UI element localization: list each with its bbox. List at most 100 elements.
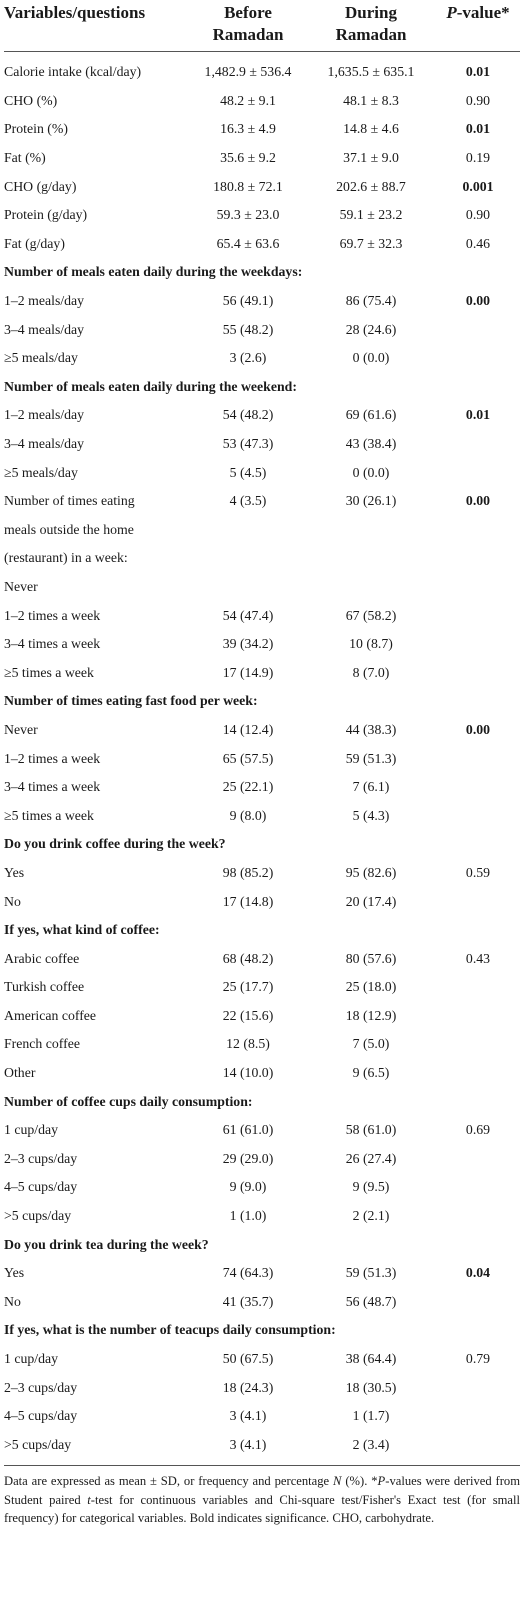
footnote-p-italic: P: [377, 1474, 386, 1489]
header-p-value: P-value*: [436, 0, 520, 52]
value-before-ramadan: [190, 573, 306, 602]
section-title: Number of meals eaten daily during the w…: [4, 264, 303, 280]
row-label: ≥5 meals/day: [4, 464, 78, 480]
footnote-part4: -test for continuous variables and Chi-s…: [4, 1492, 520, 1526]
row-label: 3–4 times a week: [4, 779, 101, 795]
table-row: 1 cup/day 50 (67.5) 38 (64.4) 0.79: [4, 1345, 520, 1374]
table-row: 1–2 meals/day 56 (49.1) 86 (75.4) 0.00: [4, 287, 520, 316]
table-row: Protein (%) 16.3 ± 4.9 14.8 ± 4.6 0.01: [4, 115, 520, 144]
value-before-ramadan: [190, 516, 306, 545]
value-during-ramadan: 0 (0.0): [352, 350, 390, 366]
row-label: Fat (g/day): [4, 235, 65, 251]
value-before-ramadan: 4 (3.5): [229, 493, 267, 509]
value-before-ramadan: 18 (24.3): [222, 1379, 274, 1395]
section-title: Do you drink coffee during the week?: [4, 836, 226, 852]
value-before-ramadan: 68 (48.2): [222, 950, 274, 966]
table-row: Never 14 (12.4) 44 (38.3) 0.00: [4, 716, 520, 745]
value-before-ramadan: 3 (4.1): [229, 1436, 267, 1452]
header-during-ramadan: During Ramadan: [306, 0, 436, 52]
p-value: [436, 773, 520, 802]
p-value: [436, 315, 520, 344]
value-during-ramadan: 58 (61.0): [345, 1122, 397, 1138]
value-during-ramadan: 37.1 ± 9.0: [343, 150, 399, 166]
table-row: 4–5 cups/day 9 (9.0) 9 (9.5): [4, 1173, 520, 1202]
value-during-ramadan: 59 (51.3): [345, 750, 397, 766]
value-before-ramadan: 39 (34.2): [222, 636, 274, 652]
value-during-ramadan: 18 (30.5): [345, 1379, 397, 1395]
row-label: 2–3 cups/day: [4, 1379, 78, 1395]
p-value: [436, 601, 520, 630]
row-label: 4–5 cups/day: [4, 1179, 78, 1195]
footnote-n-italic: N: [333, 1474, 342, 1489]
value-during-ramadan: 80 (57.6): [345, 950, 397, 966]
value-during-ramadan: 7 (6.1): [352, 779, 390, 795]
p-value: [436, 1002, 520, 1031]
table-row: Turkish coffee 25 (17.7) 25 (18.0): [4, 973, 520, 1002]
value-before-ramadan: 9 (8.0): [229, 807, 267, 823]
footnote-t-italic: t: [87, 1492, 91, 1507]
footnote-part1: Data are expressed as mean ± SD, or freq…: [4, 1474, 334, 1489]
row-label: Never: [4, 721, 38, 737]
section-header-row: Do you drink coffee during the week?: [4, 830, 520, 859]
table-row: Calorie intake (kcal/day) 1,482.9 ± 536.4…: [4, 52, 520, 87]
row-label: American coffee: [4, 1007, 97, 1023]
table-row: 3–4 times a week 25 (22.1) 7 (6.1): [4, 773, 520, 802]
value-during-ramadan: 1,635.5 ± 635.1: [327, 64, 415, 80]
p-value: 0.01: [465, 121, 491, 137]
section-header-row: If yes, what kind of coffee:: [4, 916, 520, 945]
value-before-ramadan: 14 (10.0): [222, 1065, 274, 1081]
row-label: 1 cup/day: [4, 1122, 59, 1138]
value-before-ramadan: 65.4 ± 63.6: [216, 235, 280, 251]
value-during-ramadan: 26 (27.4): [345, 1150, 397, 1166]
table-row: ≥5 times a week 9 (8.0) 5 (4.3): [4, 801, 520, 830]
p-value: 0.00: [465, 493, 491, 509]
value-before-ramadan: 50 (67.5): [222, 1351, 274, 1367]
value-during-ramadan: 67 (58.2): [345, 607, 397, 623]
value-before-ramadan: 180.8 ± 72.1: [213, 178, 283, 194]
value-during-ramadan: 10 (8.7): [349, 636, 393, 652]
row-label: 1–2 times a week: [4, 607, 101, 623]
section-title: Number of meals eaten daily during the w…: [4, 378, 297, 394]
value-during-ramadan: 9 (6.5): [352, 1065, 390, 1081]
p-value: 0.04: [465, 1265, 491, 1281]
row-label: 2–3 cups/day: [4, 1150, 78, 1166]
row-label: 1–2 times a week: [4, 750, 101, 766]
value-before-ramadan: 25 (17.7): [222, 979, 274, 995]
row-label: 3–4 meals/day: [4, 436, 85, 452]
value-during-ramadan: 14.8 ± 4.6: [343, 121, 399, 137]
value-during-ramadan: 2 (2.1): [352, 1208, 390, 1224]
value-before-ramadan: 53 (47.3): [222, 436, 274, 452]
table-row: Yes 74 (64.3) 59 (51.3) 0.04: [4, 1259, 520, 1288]
section-header-row: Number of times eating fast food per wee…: [4, 687, 520, 716]
row-label: Protein (%): [4, 121, 68, 137]
row-label: Number of times eating: [4, 493, 135, 509]
nutrition-comparison-table: Variables/questions Before Ramadan Durin…: [4, 0, 520, 1459]
value-during-ramadan: 8 (7.0): [352, 664, 390, 680]
header-p-suffix: -value*: [456, 3, 510, 22]
footnote-divider: [4, 1465, 520, 1467]
row-label: 3–4 times a week: [4, 636, 101, 652]
table-row: 3–4 times a week 39 (34.2) 10 (8.7): [4, 630, 520, 659]
table-row: ≥5 meals/day 3 (2.6) 0 (0.0): [4, 344, 520, 373]
table-row: 2–3 cups/day 18 (24.3) 18 (30.5): [4, 1373, 520, 1402]
value-before-ramadan: 74 (64.3): [222, 1265, 274, 1281]
p-value: [436, 887, 520, 916]
header-row: Variables/questions Before Ramadan Durin…: [4, 0, 520, 52]
p-value: 0.69: [465, 1122, 491, 1138]
p-value: 0.59: [465, 864, 491, 880]
row-label: Yes: [4, 864, 25, 880]
value-before-ramadan: 3 (4.1): [229, 1408, 267, 1424]
value-before-ramadan: 29 (29.0): [222, 1150, 274, 1166]
value-during-ramadan: 0 (0.0): [352, 464, 390, 480]
section-title: Number of times eating fast food per wee…: [4, 693, 258, 709]
p-value: [436, 1030, 520, 1059]
p-value: [436, 630, 520, 659]
row-label: (restaurant) in a week:: [4, 550, 128, 566]
row-label: Arabic coffee: [4, 950, 80, 966]
row-label: 1–2 meals/day: [4, 293, 85, 309]
row-label: Turkish coffee: [4, 979, 85, 995]
value-during-ramadan: 20 (17.4): [345, 893, 397, 909]
value-during-ramadan: 7 (5.0): [352, 1036, 390, 1052]
p-value: [436, 801, 520, 830]
